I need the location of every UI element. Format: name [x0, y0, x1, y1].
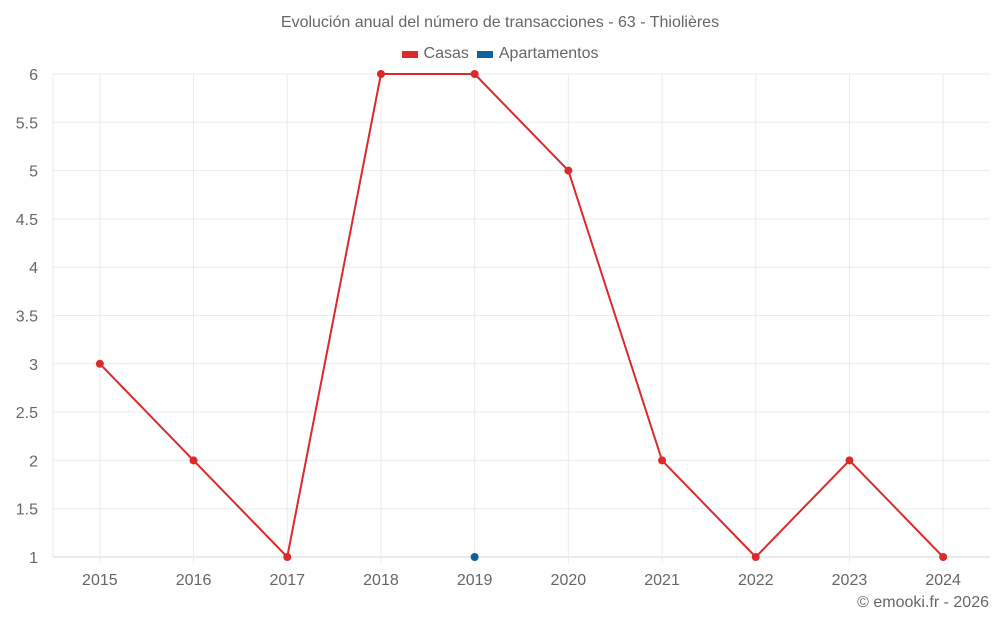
legend-label-apartamentos: Apartamentos [498, 45, 599, 62]
y-tick-label: 5.5 [16, 115, 38, 132]
y-tick-label: 4.5 [16, 212, 38, 229]
x-tick-label: 2020 [551, 572, 587, 589]
data-point-casas[interactable] [95, 359, 104, 368]
y-tick-label: 4 [29, 260, 38, 277]
x-axis: 2015 2016 2017 2018 2019 2020 2021 2022 2023 2024 [82, 572, 961, 589]
y-tick-label: 3 [29, 357, 38, 374]
x-tick-label: 2022 [738, 572, 774, 589]
legend-item-casas[interactable]: Casas [401, 45, 469, 63]
legend-swatch-casas [401, 50, 418, 58]
y-tick-label: 2 [29, 453, 38, 470]
gridlines [52, 73, 990, 563]
x-tick-label: 2016 [176, 572, 212, 589]
legend-item-apartamentos[interactable]: Apartamentos [476, 45, 599, 63]
x-tick-label: 2021 [644, 572, 680, 589]
legend-swatch-apartamentos [476, 50, 493, 58]
credit-text: © emooki.fr - 2026 [857, 594, 989, 611]
y-tick-label: 1.5 [16, 502, 38, 519]
x-tick-label: 2023 [832, 572, 868, 589]
legend: Casas Apartamentos [0, 45, 1000, 63]
data-point-casas[interactable] [470, 70, 479, 78]
data-series [95, 70, 948, 561]
y-tick-label: 1 [29, 550, 38, 567]
data-point-casas[interactable] [658, 456, 667, 465]
y-tick-label: 2.5 [16, 405, 38, 422]
y-tick-label: 3.5 [16, 309, 38, 326]
data-point-casas[interactable] [939, 553, 948, 561]
y-tick-label: 6 [29, 67, 38, 84]
data-point-casas[interactable] [283, 553, 292, 561]
data-point-casas[interactable] [376, 70, 385, 78]
x-tick-label: 2015 [82, 572, 118, 589]
data-point-casas[interactable] [751, 553, 760, 561]
data-point-casas[interactable] [564, 166, 573, 175]
data-point-casas[interactable] [845, 456, 854, 465]
x-tick-label: 2019 [457, 572, 493, 589]
data-point-apartamentos[interactable] [470, 553, 479, 561]
chart-title: Evolución anual del número de transaccio… [280, 14, 720, 31]
x-tick-label: 2024 [925, 572, 961, 589]
x-tick-label: 2017 [269, 572, 305, 589]
x-tick-label: 2018 [363, 572, 399, 589]
data-point-casas[interactable] [189, 456, 198, 465]
legend-label-casas: Casas [423, 45, 469, 62]
y-tick-label: 5 [29, 164, 38, 181]
series-line-casas [99, 73, 944, 558]
y-axis: 1 1.5 2 2.5 3 3.5 4 4.5 5 5.5 6 [16, 67, 38, 567]
